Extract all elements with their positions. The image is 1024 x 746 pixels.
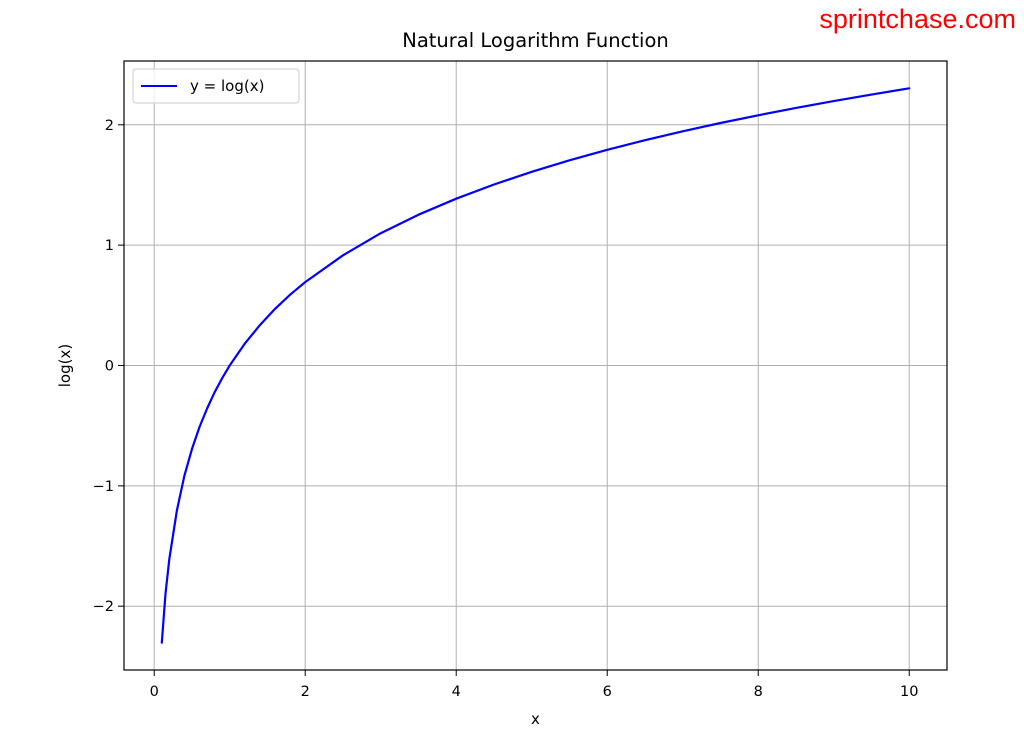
x-tick-label: 2 <box>301 684 310 700</box>
axis-ticks: 0 2 4 6 8 10 −2 −1 0 1 2 <box>93 118 919 700</box>
y-tick-label: −2 <box>93 599 114 615</box>
x-tick-label: 8 <box>754 684 763 700</box>
x-tick-label: 0 <box>150 684 159 700</box>
legend-box <box>132 68 300 104</box>
x-axis-label: x <box>531 710 540 728</box>
x-tick-label: 10 <box>900 684 918 700</box>
x-tick-label: 6 <box>603 684 612 700</box>
series-layer <box>160 87 911 644</box>
y-tick-label: 1 <box>105 238 114 254</box>
y-axis-label: log(x) <box>56 344 74 387</box>
y-tick-label: −1 <box>93 479 114 495</box>
legend: y = log(x) <box>132 68 300 104</box>
chart-title: Natural Logarithm Function <box>402 29 668 52</box>
y-tick-label: 2 <box>105 118 114 134</box>
series-line <box>160 87 911 644</box>
y-tick-label: 0 <box>105 359 114 375</box>
grid <box>124 61 947 670</box>
legend-entry-label: y = log(x) <box>190 77 264 95</box>
x-tick-label: 4 <box>452 684 461 700</box>
watermark: sprintchase.com <box>819 4 1016 34</box>
